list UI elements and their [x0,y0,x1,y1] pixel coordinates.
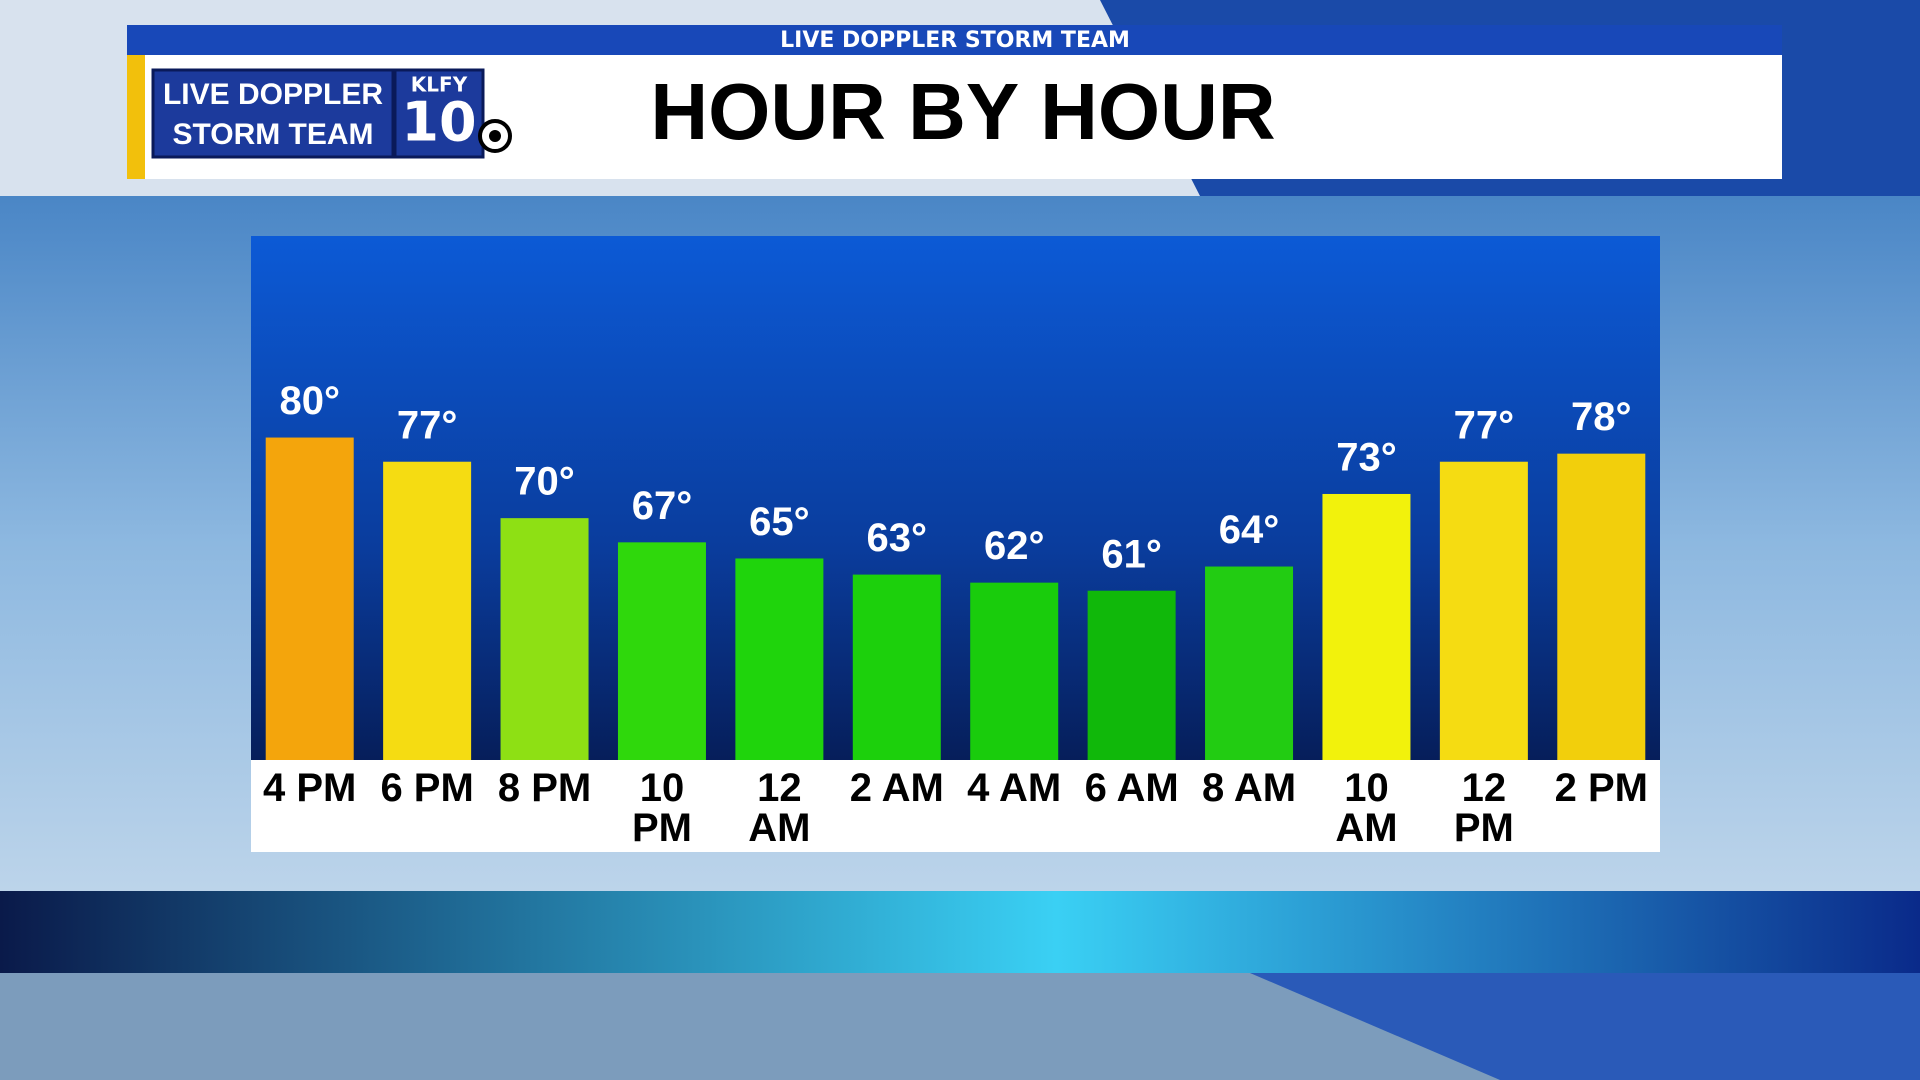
value-label: 67° [632,484,693,528]
bottom-swoosh [1250,973,1920,1080]
banner-text: LIVE DOPPLER STORM TEAM [780,28,1130,53]
chart-title: HOUR BY HOUR [650,67,1275,156]
bar [970,582,1059,760]
x-tick-label: 2 PM [1554,766,1648,810]
station-box [393,68,485,159]
channel-text: 10 [401,91,476,154]
bar [500,518,589,760]
bar [735,558,824,760]
network-eye-pupil [489,130,501,142]
title-accent [127,55,145,179]
x-tick-label: 8 AM [1201,766,1297,810]
x-tick-label: 6 PM [380,766,474,810]
bar [265,437,354,760]
bar [1087,590,1176,760]
lower-band [0,891,1920,973]
x-tick-label: 4 PM [263,766,357,810]
x-tick-label: 10 AM [1335,766,1398,850]
label-strip [251,760,1660,852]
value-label: 77° [1454,403,1515,447]
value-label: 65° [749,500,810,544]
value-label: 73° [1336,436,1397,480]
logo-text: LIVE DOPPLER [163,78,383,111]
x-tick-label: 12 PM [1453,766,1514,850]
x-tick-label: 6 AM [1084,766,1179,810]
value-label: 64° [1219,508,1280,552]
bar [1557,453,1646,760]
plot-panel [251,236,1660,760]
x-tick-label: 8 PM [497,766,592,810]
logo-box [151,68,395,159]
bar [617,542,706,760]
banner-strip [127,25,1782,55]
value-label: 80° [279,379,340,423]
value-label: 63° [867,516,928,560]
x-tick-label: 12 AM [748,766,811,850]
bar [1439,461,1528,760]
value-label: 77° [397,403,458,447]
value-label: 78° [1571,395,1632,439]
bar [852,574,941,760]
station-text: KLFY [411,73,468,97]
logo-text: STORM TEAM [172,118,373,151]
x-tick-label: 4 AM [967,766,1062,810]
value-label: 70° [514,460,575,504]
bar [1205,566,1294,760]
bar [1322,493,1411,760]
bar [383,461,472,760]
x-tick-label: 10 PM [631,766,692,850]
value-label: 62° [984,524,1045,568]
x-tick-label: 2 AM [849,766,944,810]
value-label: 61° [1101,532,1162,576]
